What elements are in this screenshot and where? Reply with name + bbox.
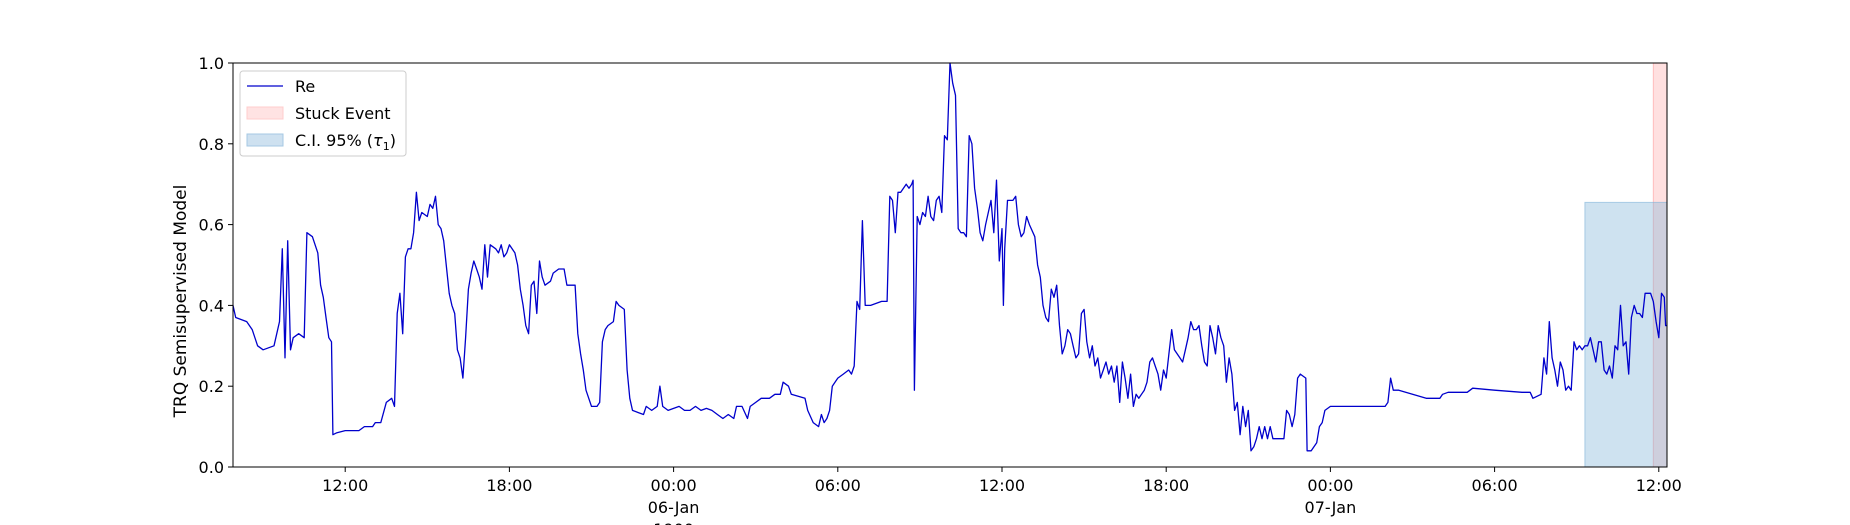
- x-axis: 12:00 18:00 00:00 06-Jan 1900 06:00 12:00 18:00…: [322, 467, 1682, 525]
- y-tick-label: 0.0: [199, 458, 224, 477]
- series-line-re: [232, 62, 1667, 452]
- y-tick-label: 0.4: [199, 296, 224, 315]
- legend-label: Stuck Event: [295, 104, 391, 123]
- legend-swatch-patch: [246, 106, 284, 120]
- x-tick-label: 12:00: [1636, 476, 1682, 495]
- y-axis-label: TRQ Semisupervised Model: [171, 185, 191, 419]
- legend-label: Re: [295, 77, 315, 96]
- y-tick-label: 0.8: [199, 135, 224, 154]
- plot-frame: [232, 62, 1668, 468]
- confidence-interval-region: [1584, 201, 1668, 468]
- x-tick-label: 06:00: [815, 476, 861, 495]
- x-tick-label: 18:00: [1143, 476, 1189, 495]
- plot-border: [232, 62, 1668, 468]
- x-tick-year-label: 1900: [653, 520, 694, 525]
- y-tick-label: 0.2: [199, 377, 224, 396]
- x-tick-label: 00:00: [651, 476, 697, 495]
- legend-swatch-patch: [246, 133, 284, 147]
- x-tick-label: 12:00: [322, 476, 368, 495]
- x-tick-date-label: 07-Jan: [1305, 498, 1357, 517]
- x-tick-label: 18:00: [486, 476, 532, 495]
- series-group: [232, 62, 1667, 452]
- y-tick-label: 1.0: [199, 54, 224, 73]
- x-tick-label: 06:00: [1472, 476, 1518, 495]
- x-tick-label: 12:00: [979, 476, 1025, 495]
- y-tick-label: 0.6: [199, 216, 224, 235]
- x-tick-date-label: 06-Jan: [648, 498, 700, 517]
- y-axis: 0.0 0.2 0.4 0.6 0.8 1.0: [199, 54, 233, 477]
- x-tick-label: 00:00: [1307, 476, 1353, 495]
- confidence-interval-band: [1584, 201, 1668, 468]
- legend-label: C.I. 95% (τ1): [295, 131, 396, 153]
- legend: Re Stuck Event C.I. 95% (τ1): [239, 70, 407, 157]
